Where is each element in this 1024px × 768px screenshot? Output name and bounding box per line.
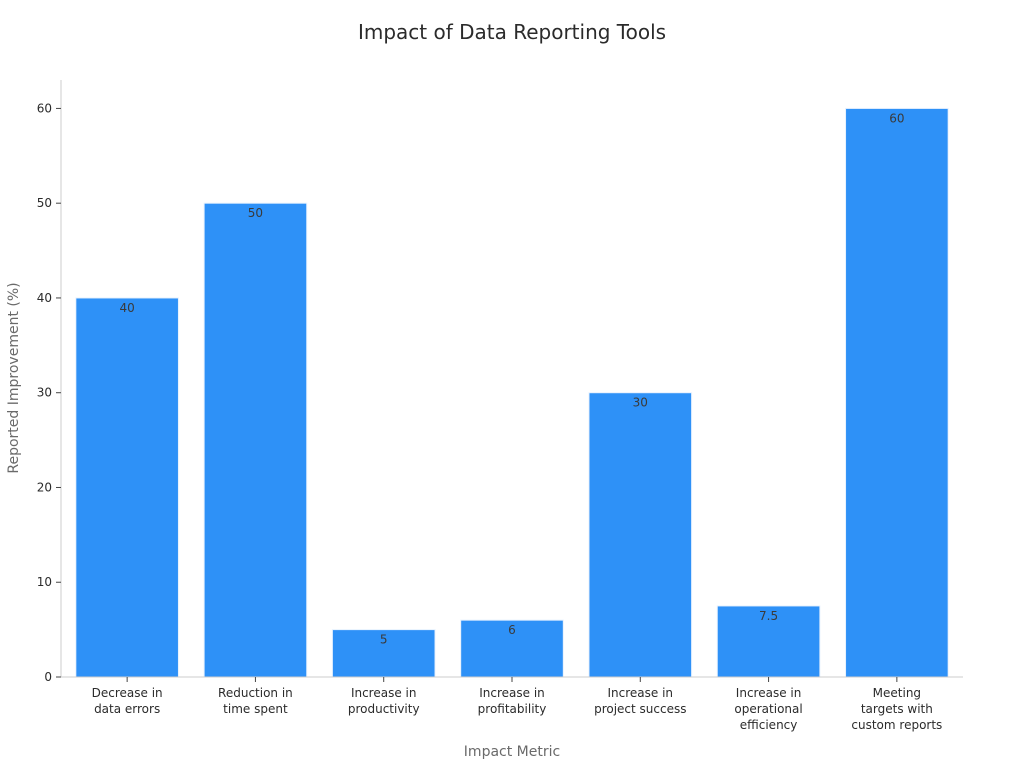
x-tick-label: Increase in operational efficiency (734, 686, 802, 732)
y-tick-label: 40 (37, 291, 52, 305)
y-tick-label: 10 (37, 575, 52, 589)
y-tick-label: 60 (37, 101, 52, 115)
y-axis-title: Reported Improvement (%) (6, 282, 22, 473)
y-tick-label: 30 (37, 386, 52, 400)
bar-value-label: 5 (380, 633, 388, 647)
x-tick-label: Reduction in time spent (218, 686, 293, 716)
x-tick-label: Increase in productivity (348, 686, 420, 716)
bar (716, 605, 821, 678)
bar (588, 392, 693, 678)
bar-value-label: 60 (889, 111, 904, 125)
x-axis: Decrease in data errors Reduction in time s… (61, 676, 963, 732)
x-tick-label: Increase in project success (594, 686, 686, 716)
bar-value-label: 40 (120, 301, 135, 315)
value-labels-group: 40 50 5 6 30 7.5 60 (120, 111, 905, 646)
bar (460, 619, 564, 678)
bars-group (75, 107, 949, 678)
bar-value-label: 6 (508, 623, 516, 637)
x-axis-title: Impact Metric (464, 744, 560, 760)
bar (203, 202, 308, 678)
y-tick-label: 50 (37, 196, 52, 210)
y-axis: 0 10 20 30 40 50 60 (37, 80, 62, 684)
x-tick-label: Increase in profitability (478, 686, 547, 716)
bar (75, 297, 179, 678)
bar (331, 629, 436, 678)
y-tick-label: 0 (44, 670, 52, 684)
bar-value-label: 30 (633, 396, 648, 410)
y-tick-label: 20 (37, 480, 52, 494)
bar-value-label: 7.5 (759, 609, 778, 623)
x-tick-label: Decrease in data errors (92, 686, 163, 716)
chart-title: Impact of Data Reporting Tools (357, 20, 667, 44)
bar-value-label: 50 (248, 206, 263, 220)
x-tick-label: Meeting targets with custom reports (851, 686, 942, 732)
bar (845, 107, 949, 678)
